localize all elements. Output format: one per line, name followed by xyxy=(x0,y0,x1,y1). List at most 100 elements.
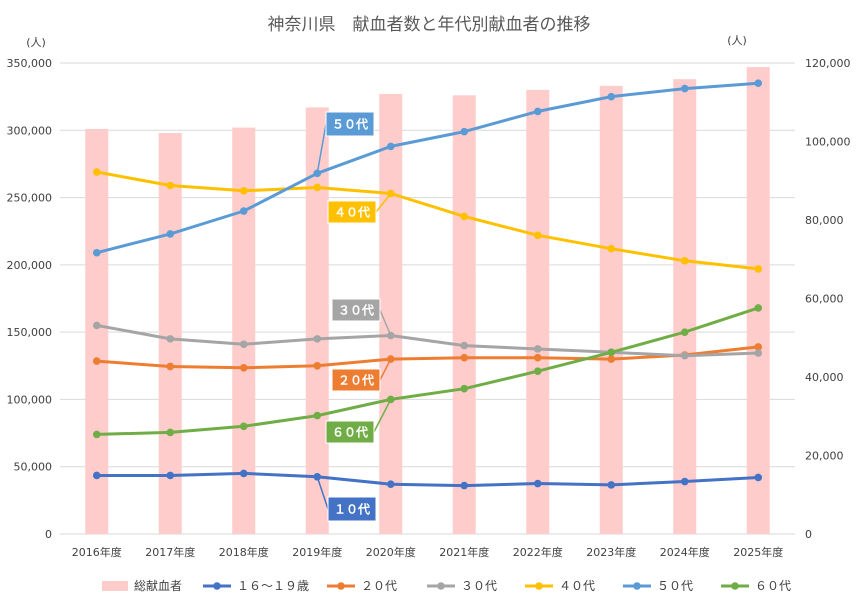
bar-total-donors xyxy=(305,107,329,534)
series-point xyxy=(680,84,689,93)
series-point xyxy=(92,168,101,176)
series-point xyxy=(754,349,763,357)
legend-marker xyxy=(633,582,641,590)
legend-label: ４０代 xyxy=(559,579,595,593)
series-point xyxy=(533,353,542,362)
right-axis-unit: (人) xyxy=(727,34,747,47)
left-axis-tick-label: 100,000 xyxy=(7,393,53,406)
series-point xyxy=(607,348,616,357)
bar-total-donors xyxy=(452,95,476,534)
series-point xyxy=(533,231,542,240)
series-point xyxy=(533,367,542,375)
right-axis-tick-label: 120,000 xyxy=(805,57,851,70)
bar-total-donors xyxy=(232,127,256,534)
series-point xyxy=(166,428,175,437)
x-axis-tick-label: 2022年度 xyxy=(513,545,563,559)
series-point xyxy=(386,142,395,151)
axis-labels: 0 50,000 100,000 150,000 200,000 250,000 300,0… xyxy=(7,57,851,559)
right-axis-tick-label: 100,000 xyxy=(805,136,851,149)
callout-box xyxy=(331,368,381,392)
x-axis-tick-label: 2019年度 xyxy=(292,545,342,559)
left-axis-tick-label: 350,000 xyxy=(7,57,53,70)
callout-box xyxy=(327,200,377,224)
x-axis-tick-label: 2025年度 xyxy=(733,545,783,559)
series-point xyxy=(386,480,395,489)
left-axis-tick-label: 150,000 xyxy=(7,326,53,339)
callout-leader xyxy=(373,399,392,433)
callout-leader xyxy=(375,193,392,213)
series-point xyxy=(680,351,689,360)
series-point xyxy=(166,335,175,343)
legend-label: ３０代 xyxy=(461,579,497,593)
chart-title: 神奈川県 献血者数と年代別献血者の推移 xyxy=(268,15,591,35)
series-point xyxy=(680,328,689,336)
series-point xyxy=(166,230,175,238)
legend-marker xyxy=(535,582,543,590)
series-point xyxy=(460,127,469,136)
callout-label: ６０代 xyxy=(332,425,368,440)
series-point xyxy=(313,183,322,192)
callout-label: ２０代 xyxy=(338,373,374,388)
left-axis-tick-label: 200,000 xyxy=(7,259,53,272)
legend-label: ２０代 xyxy=(361,579,397,593)
series-point xyxy=(460,341,469,350)
x-axis-tick-label: 2020年度 xyxy=(366,545,416,559)
bar-total-donors xyxy=(85,128,109,534)
series-point xyxy=(313,361,322,370)
x-axis-tick-label: 2016年度 xyxy=(72,545,122,559)
series-line xyxy=(96,323,759,358)
bar-total-donors xyxy=(379,93,403,535)
series-point xyxy=(92,248,101,257)
legend-swatch-total xyxy=(102,581,128,591)
left-axis-tick-label: 0 xyxy=(45,528,52,541)
series-point xyxy=(680,257,689,265)
callout-box xyxy=(325,420,375,444)
legend-marker xyxy=(337,582,345,590)
right-axis-tick-label: 60,000 xyxy=(805,293,844,306)
callout-leader xyxy=(379,358,392,381)
x-axis-tick-label: 2023年度 xyxy=(586,545,636,559)
left-axis-tick-label: 50,000 xyxy=(14,461,53,474)
series-point xyxy=(239,207,248,215)
callout-label: １０代 xyxy=(334,502,370,517)
series-point xyxy=(239,187,248,195)
callout-box xyxy=(327,496,377,522)
series-point xyxy=(166,362,175,371)
left-axis-tick-label: 300,000 xyxy=(7,124,53,137)
series-point xyxy=(166,471,175,480)
right-axis-tick-label: 20,000 xyxy=(805,450,844,463)
series-callouts: １０代 ２０代 ３０代 ４０代 ５０代 ６０代 xyxy=(316,111,392,522)
series-point xyxy=(460,384,469,393)
series-point xyxy=(607,481,616,489)
callout-leader xyxy=(316,476,329,510)
callout-label: ３０代 xyxy=(338,303,374,318)
x-axis-tick-label: 2021年度 xyxy=(439,545,489,559)
legend-label: ６０代 xyxy=(755,579,791,593)
legend-label-total: 総献血者 xyxy=(134,578,182,593)
series-point xyxy=(92,357,101,365)
series-point xyxy=(313,335,322,343)
legend-label: ５０代 xyxy=(657,579,693,593)
series-point xyxy=(239,364,248,372)
series-line xyxy=(96,345,759,370)
callout-box xyxy=(325,111,375,137)
series-point xyxy=(460,353,469,362)
bar-total-donors xyxy=(746,67,770,534)
left-axis-tick-label: 250,000 xyxy=(7,192,53,205)
series-point xyxy=(92,321,101,330)
line-series-group xyxy=(92,79,763,490)
gridlines xyxy=(60,62,795,535)
series-line xyxy=(96,471,759,488)
series-point xyxy=(313,411,322,420)
series-point xyxy=(92,430,101,439)
right-axis-tick-label: 0 xyxy=(805,528,812,541)
series-point xyxy=(607,92,616,101)
legend: 総献血者 １６～１９歳 ２０代 ３０代 ４０代 ５０代 ６０代 xyxy=(102,578,791,593)
series-line xyxy=(96,81,759,255)
series-point xyxy=(533,107,542,116)
series-line xyxy=(96,170,759,271)
legend-marker xyxy=(437,582,445,590)
series-point xyxy=(239,340,248,349)
